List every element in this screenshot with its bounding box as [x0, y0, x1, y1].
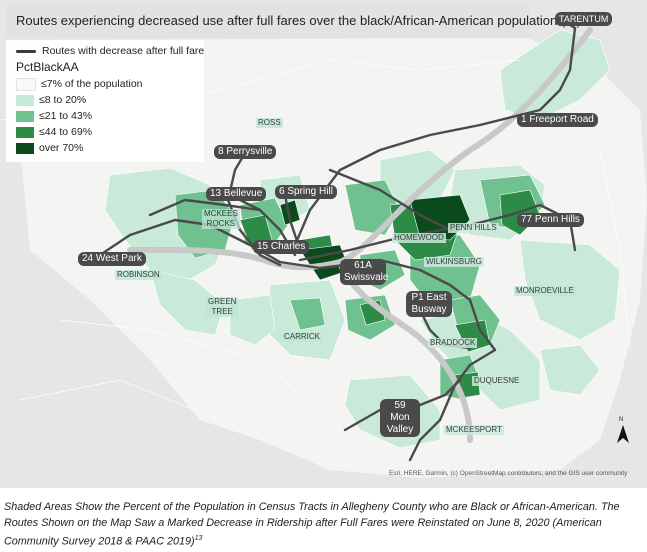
- label-route-77: 77 Penn Hills: [517, 213, 584, 227]
- legend-class-label-1: ≤8 to 20%: [39, 94, 87, 106]
- place-duquesne: DUQUESNE: [472, 376, 522, 386]
- label-route-1: 1 Freeport Road: [517, 113, 598, 127]
- label-route-61a-line1: 61A: [354, 260, 372, 271]
- legend-route-swatch: [16, 49, 36, 53]
- place-mckees-rocks: MCKEES ROCKS: [202, 209, 240, 229]
- label-route-61a-line2: Swissvale: [344, 272, 389, 283]
- label-route-24: 24 West Park: [78, 252, 146, 266]
- place-carrick: CARRICK: [282, 332, 323, 342]
- legend-class-1: ≤8 to 20%: [16, 93, 86, 107]
- map-title-bar: Routes experiencing decreased use after …: [6, 4, 581, 38]
- north-arrow: N: [615, 417, 631, 447]
- north-arrow-icon: [617, 425, 629, 443]
- legend-route-label: Routes with decrease after full fare: [42, 45, 205, 57]
- map-title: Routes experiencing decreased use after …: [16, 13, 582, 28]
- figure-caption: Shaded Areas Show the Percent of the Pop…: [4, 500, 644, 550]
- label-route-p1: P1 East Busway: [406, 291, 452, 317]
- caption-text: Shaded Areas Show the Percent of the Pop…: [4, 501, 620, 548]
- legend-route-row: Routes with decrease after full fare: [16, 44, 204, 58]
- label-route-59: 59 Mon Valley: [380, 399, 420, 437]
- label-route-59-line2: Valley: [386, 424, 414, 435]
- place-green-tree: GREEN TREE: [206, 297, 239, 317]
- legend-class-0: ≤7% of the population: [16, 77, 143, 91]
- legend-swatch-1: [16, 94, 34, 106]
- legend-class-label-0: ≤7% of the population: [41, 78, 143, 90]
- label-route-8: 8 Perrysville: [214, 145, 277, 159]
- place-penn-hills: PENN HILLS: [448, 223, 499, 233]
- label-route-15: 15 Charles: [253, 240, 310, 254]
- place-mckeesport: MCKEESPORT: [444, 425, 504, 435]
- place-homewood: HOMEWOOD: [392, 233, 446, 243]
- place-braddock: BRADDOCK: [428, 338, 478, 348]
- label-route-59-line1: 59 Mon: [390, 400, 410, 423]
- label-tarentum: TARENTUM: [555, 12, 613, 26]
- label-route-61a: 61A Swissvale: [340, 259, 389, 285]
- legend-class-label-3: ≤44 to 69%: [39, 126, 93, 138]
- place-mckees-rocks-line2: ROCKS: [206, 219, 236, 228]
- label-route-6: 6 Spring Hill: [275, 185, 337, 199]
- label-route-p1-line2: Busway: [411, 304, 447, 315]
- legend-class-3: ≤44 to 69%: [16, 125, 92, 139]
- place-ross: ROSS: [256, 118, 283, 128]
- legend-class-label-2: ≤21 to 43%: [39, 110, 93, 122]
- legend-heading: PctBlackAA: [16, 60, 79, 74]
- place-robinson: ROBINSON: [115, 270, 162, 280]
- legend-swatch-0: [16, 77, 36, 91]
- label-route-p1-line1: P1 East: [411, 292, 447, 303]
- legend: Routes with decrease after full fare Pct…: [6, 40, 204, 162]
- legend-class-4: over 70%: [16, 141, 83, 155]
- place-wilkinsburg: WILKINSBURG: [424, 257, 485, 267]
- north-label: N: [619, 417, 624, 423]
- legend-swatch-2: [16, 110, 34, 122]
- label-route-13: 13 Bellevue: [206, 187, 267, 201]
- caption-footnote: 13: [194, 535, 203, 542]
- legend-swatch-3: [16, 126, 34, 138]
- map-attribution: Esri, HERE, Garmin, (c) OpenStreetMap co…: [389, 470, 628, 477]
- place-green-tree-line1: GREEN: [208, 297, 237, 306]
- map-graphic: [0, 20, 647, 478]
- legend-swatch-4: [16, 142, 34, 154]
- place-monroeville: MONROEVILLE: [514, 286, 576, 296]
- place-green-tree-line2: TREE: [211, 307, 233, 316]
- map-canvas[interactable]: Routes experiencing decreased use after …: [0, 0, 647, 488]
- legend-class-2: ≤21 to 43%: [16, 109, 92, 123]
- place-mckees-rocks-line1: MCKEES: [204, 209, 238, 218]
- legend-class-label-4: over 70%: [39, 142, 84, 154]
